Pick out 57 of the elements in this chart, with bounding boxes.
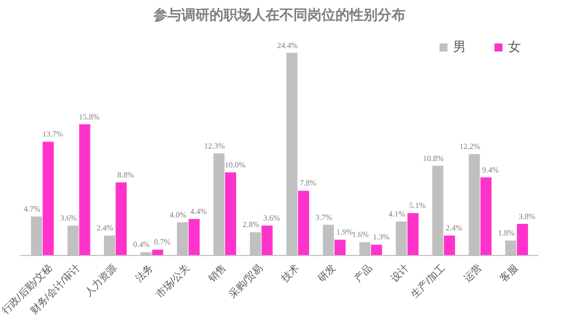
data-label: 10.8%: [422, 154, 444, 163]
x-tick-label: 销售: [205, 262, 229, 286]
data-label: 8.8%: [117, 170, 134, 180]
x-tick-label: 法务: [133, 262, 156, 285]
data-label: 3.6%: [60, 214, 78, 223]
data-label: 1.3%: [372, 232, 390, 242]
bar: [116, 182, 127, 256]
data-label: 2.8%: [242, 220, 260, 230]
bar: [298, 190, 310, 256]
data-label: 4.1%: [388, 209, 406, 218]
bar: [262, 226, 273, 256]
x-tick-label: 采购/贸易: [226, 262, 266, 301]
x-tick-label: 产品: [352, 262, 375, 285]
data-label: 0.4%: [133, 240, 150, 250]
x-tick-label: 研发: [316, 262, 338, 285]
data-label: 1.6%: [352, 230, 370, 240]
data-label: 12.2%: [459, 142, 480, 152]
legend-label: 男: [453, 38, 467, 56]
x-tick-label: 技术: [278, 262, 302, 286]
x-tick-label: 人力资源: [82, 262, 120, 299]
bar: [152, 250, 164, 256]
data-label: 3.7%: [316, 212, 333, 222]
data-label: 2.4%: [446, 224, 463, 233]
data-label: 4.4%: [190, 206, 208, 216]
bar: [42, 142, 54, 256]
data-label: 1.9%: [336, 228, 354, 237]
data-label: 12.3%: [204, 141, 226, 150]
data-label: 15.8%: [78, 112, 100, 122]
x-tick-label: 运营: [461, 262, 484, 285]
data-label: 0.7%: [154, 238, 171, 247]
bar: [407, 213, 419, 256]
chart-title: 参与调研的职场人在不同岗位的性别分布: [152, 6, 406, 24]
data-label: 10.0%: [224, 160, 246, 170]
data-label: 24.4%: [277, 40, 298, 50]
x-tick-label: 设计: [388, 262, 412, 285]
bar: [370, 244, 382, 256]
data-label: 3.8%: [518, 212, 536, 221]
x-tick-label: 市场/公关: [153, 262, 192, 301]
data-label: 7.8%: [300, 178, 317, 188]
bar: [444, 236, 456, 256]
legend-label: 女: [508, 38, 522, 56]
data-label: 3.6%: [263, 214, 280, 223]
bar: [225, 172, 236, 256]
data-label: 2.4%: [96, 224, 114, 233]
bar: [188, 218, 200, 256]
bar: [516, 224, 528, 256]
data-label: 9.4%: [482, 165, 500, 174]
data-label: 13.7%: [42, 130, 64, 139]
data-label: 1.8%: [498, 228, 515, 238]
data-label: 4.0%: [170, 210, 187, 220]
data-label: 5.1%: [409, 201, 426, 210]
bar: [334, 240, 346, 256]
x-tick-label: 生产/加工: [408, 262, 448, 301]
x-tick-label: 客服: [498, 262, 520, 285]
bar: [480, 177, 492, 256]
bar: [79, 124, 90, 256]
data-label: 4.7%: [24, 204, 41, 214]
